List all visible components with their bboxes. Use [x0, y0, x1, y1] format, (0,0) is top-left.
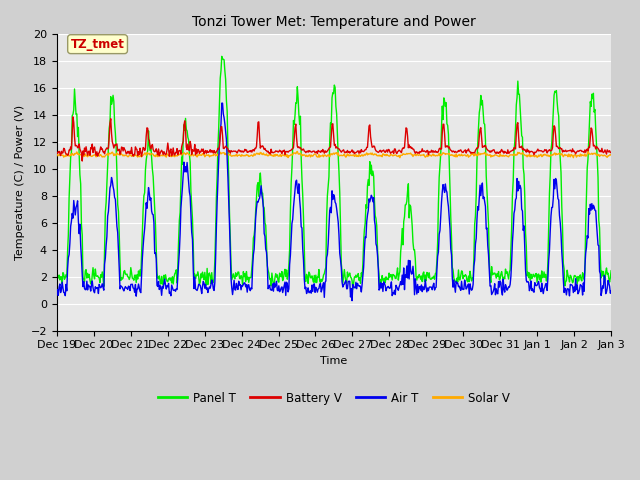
- Title: Tonzi Tower Met: Temperature and Power: Tonzi Tower Met: Temperature and Power: [192, 15, 476, 29]
- Text: TZ_tmet: TZ_tmet: [70, 37, 125, 51]
- Y-axis label: Temperature (C) / Power (V): Temperature (C) / Power (V): [15, 105, 25, 260]
- Legend: Panel T, Battery V, Air T, Solar V: Panel T, Battery V, Air T, Solar V: [153, 387, 515, 409]
- X-axis label: Time: Time: [321, 356, 348, 366]
